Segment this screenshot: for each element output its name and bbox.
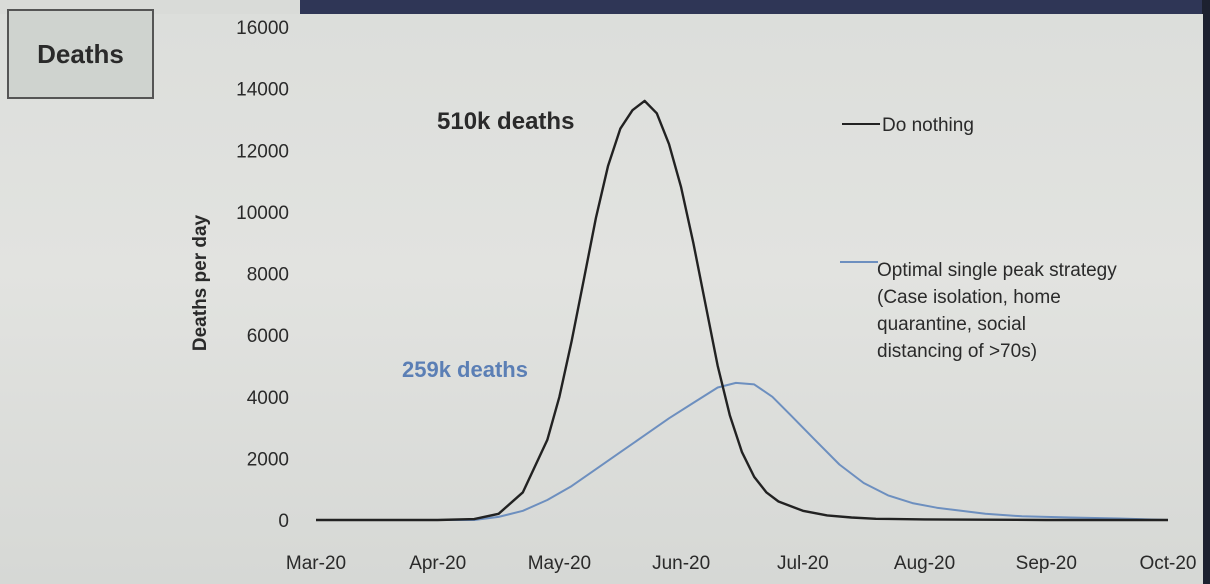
x-tick-label: Jun-20 <box>652 553 710 574</box>
chart-title: Deaths <box>7 9 154 99</box>
y-tick-label: 6000 <box>247 326 289 347</box>
x-tick-label: Apr-20 <box>409 553 466 574</box>
x-tick-label: Sep-20 <box>1016 553 1077 574</box>
annotation-do-nothing-total: 510k deaths <box>437 108 574 135</box>
right-border-strip <box>1202 0 1210 584</box>
x-tick-label: Jul-20 <box>777 553 829 574</box>
legend-label-line: Optimal single peak strategy <box>877 260 1117 281</box>
y-axis-title: Deaths per day <box>190 214 211 351</box>
legend-label-optimal-strategy: Optimal single peak strategy (Case isolat… <box>877 260 1117 362</box>
y-tick-label: 16000 <box>236 18 289 39</box>
y-tick-label: 0 <box>278 511 289 532</box>
x-tick-label: Mar-20 <box>286 553 346 574</box>
legend-label-line: quarantine, social <box>877 314 1026 335</box>
annotation-optimal-total: 259k deaths <box>402 357 528 382</box>
top-border-strip <box>300 0 1205 14</box>
x-tick-label: Oct-20 <box>1139 553 1196 574</box>
y-tick-label: 4000 <box>247 388 289 409</box>
y-tick-label: 10000 <box>236 203 289 224</box>
y-tick-label: 2000 <box>247 449 289 470</box>
x-tick-label: Aug-20 <box>894 553 955 574</box>
legend-label-do-nothing: Do nothing <box>882 115 974 136</box>
y-tick-label: 8000 <box>247 265 289 286</box>
legend-label-line: distancing of >70s) <box>877 341 1037 362</box>
series-line-do-nothing <box>316 99 1168 522</box>
x-tick-label: May-20 <box>528 553 591 574</box>
legend-label-line: (Case isolation, home <box>877 287 1061 308</box>
series-line-optimal-strategy <box>316 381 1169 521</box>
y-tick-label: 14000 <box>236 80 289 101</box>
y-tick-label: 12000 <box>236 141 289 162</box>
chart-panel <box>0 14 1203 584</box>
